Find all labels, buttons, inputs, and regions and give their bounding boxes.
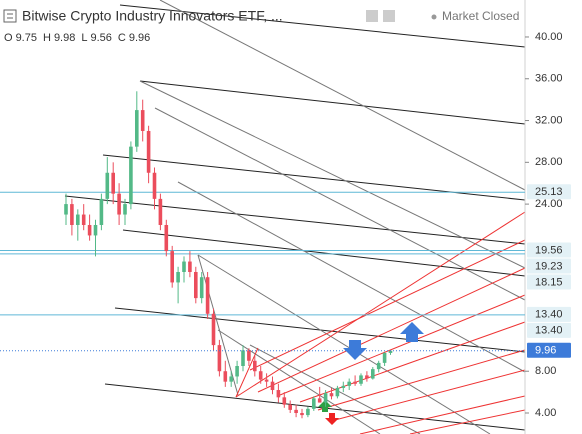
candle-body (229, 376, 233, 382)
ohlc-value: 9.98 (54, 32, 75, 44)
candle-body (365, 375, 369, 379)
candle-body (329, 393, 334, 397)
candle-body (199, 277, 204, 299)
price-label-bg (527, 274, 571, 290)
candle-body (353, 381, 357, 384)
candle-body (99, 198, 104, 225)
ohlc-key: C (118, 32, 126, 44)
ohlc-value: 9.75 (16, 32, 37, 44)
candle-body (323, 393, 328, 403)
price-axis (525, 0, 582, 434)
candles (64, 91, 393, 419)
status-dot (431, 14, 437, 20)
candle-body (76, 214, 80, 225)
drawings (64, 0, 526, 434)
candle-body (140, 110, 145, 131)
price-label: 19.56 (535, 244, 563, 256)
candle-body (347, 381, 351, 386)
candle-body (182, 261, 186, 272)
candle-body (105, 172, 110, 199)
y-tick-label: 32.00 (535, 114, 563, 126)
price-label-bg (527, 322, 571, 338)
candle-body (205, 277, 210, 314)
y-tick-label: 4.00 (535, 407, 556, 419)
ohlc-key: H (43, 32, 51, 44)
candle-body (253, 360, 257, 372)
candle-body (170, 251, 174, 283)
candle-body (247, 350, 251, 361)
candle-body (306, 408, 310, 416)
y-tick-label: 24.00 (535, 198, 563, 210)
candle-body (235, 366, 239, 377)
ohlc-key: L (81, 32, 87, 44)
price-label: 25.13 (535, 186, 563, 198)
candle-body (276, 390, 281, 398)
candle-body (282, 397, 287, 405)
candle-body (335, 387, 340, 397)
candle-body (341, 385, 346, 388)
candle-body (359, 375, 363, 384)
candle-body (93, 224, 98, 236)
candle-body (64, 204, 68, 215)
candle-body (264, 379, 269, 382)
candle-body (164, 224, 169, 252)
candle-body (194, 271, 198, 299)
candle-body (123, 204, 127, 215)
price-label-bg (527, 184, 571, 200)
y-tick-label: 28.00 (535, 156, 563, 168)
price-label-bg (527, 242, 571, 258)
candle-body (294, 409, 298, 414)
candle-body (371, 369, 375, 379)
menu-icon[interactable] (3, 9, 17, 23)
ohlc-value: 9.56 (90, 32, 111, 44)
candle-body (258, 371, 263, 380)
ohlc-key: O (4, 32, 13, 44)
candle-body (87, 224, 92, 236)
candle-body (146, 130, 151, 173)
candle-body (117, 193, 121, 215)
price-label: 18.15 (535, 276, 563, 288)
ohlc-value: 9.96 (129, 32, 150, 44)
candle-body (135, 110, 139, 147)
candle-body (388, 350, 393, 353)
y-tick-label: 8.00 (535, 365, 556, 377)
candle-body (81, 214, 86, 225)
candle-body (158, 198, 163, 225)
candle-body (241, 350, 245, 367)
candle-body (317, 398, 322, 403)
candle-body (176, 271, 180, 283)
price-label: 19.23 (535, 260, 563, 272)
header: Bitwise Crypto Industry Innovators ETF, … (3, 8, 519, 44)
candle-body (188, 261, 192, 272)
candle-body (270, 381, 275, 391)
settings-icon[interactable] (383, 10, 395, 22)
y-tick-label: 40.00 (535, 31, 563, 43)
price-label-bg (527, 342, 571, 358)
candle-body (152, 172, 157, 199)
price-label-bg (527, 258, 571, 274)
candle-body (376, 362, 381, 370)
candle-body (129, 146, 133, 205)
candle-body (111, 172, 115, 194)
candle-body (223, 371, 228, 382)
market-status: Market Closed (442, 9, 519, 23)
candle-body (70, 204, 74, 225)
settings-icon[interactable] (366, 10, 378, 22)
candle-body (300, 413, 304, 416)
candle-body (312, 398, 316, 409)
price-label: 9.96 (535, 345, 556, 357)
price-label-bg (527, 306, 571, 322)
candle-body (382, 352, 387, 363)
candle-body (217, 345, 222, 372)
candle-body (211, 313, 216, 346)
candle-body (288, 404, 292, 410)
price-label: 13.40 (535, 325, 563, 337)
chart-title: Bitwise Crypto Industry Innovators ETF, … (22, 8, 283, 24)
price-label: 13.40 (535, 309, 563, 321)
y-tick-label: 36.00 (535, 73, 563, 85)
